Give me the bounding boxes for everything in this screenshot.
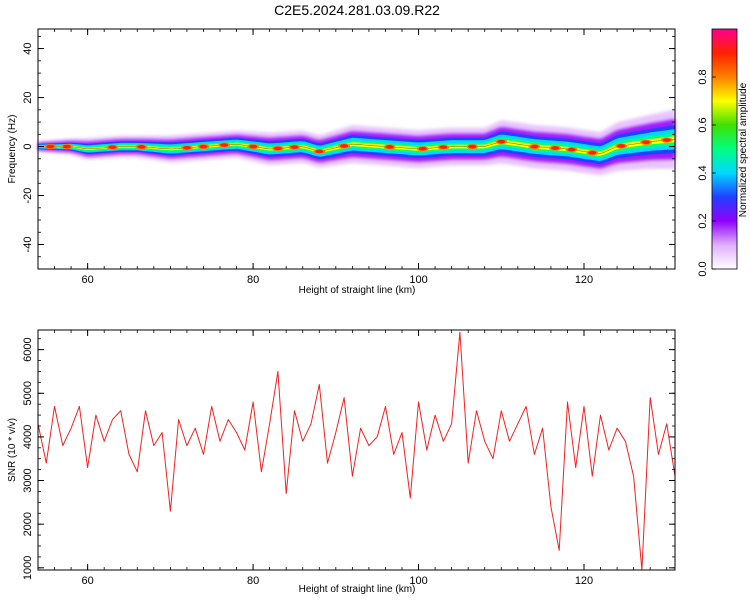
hotspot-red bbox=[567, 147, 576, 152]
colorbar-tick-label: 0.2 bbox=[697, 213, 709, 228]
y-tick-label: 40 bbox=[22, 42, 34, 54]
y-tick-label: 20 bbox=[22, 91, 34, 103]
y-tick-label: 4000 bbox=[22, 425, 34, 449]
colorbar-tick-label: 0.6 bbox=[697, 117, 709, 132]
hotspot-red bbox=[530, 144, 539, 149]
x-tick-label: 60 bbox=[82, 575, 94, 587]
hotspot-red bbox=[642, 140, 651, 145]
hotspot-red bbox=[418, 146, 427, 151]
hotspot-red bbox=[385, 145, 394, 149]
hotspot-red bbox=[315, 149, 324, 154]
colorbar-tick-label: 0.8 bbox=[697, 69, 709, 84]
y-tick-label: 1000 bbox=[22, 556, 34, 580]
snr-panel: 60 80 100 120 1000 2000 3000 4000 5000 6000 Heig… bbox=[7, 329, 676, 595]
y-tick-label: -40 bbox=[22, 237, 34, 253]
spectrogram-x-axis-label: Height of straight line (km) bbox=[299, 285, 416, 296]
spectrogram-panel: 60 80 100 120 -40 -20 0 20 40 Height of straigh… bbox=[7, 28, 676, 296]
hotspot-red bbox=[220, 143, 229, 147]
chart-title: C2E5.2024.281.03.09.R22 bbox=[274, 2, 440, 18]
hotspot-red bbox=[46, 144, 55, 149]
x-tick-label: 120 bbox=[575, 575, 593, 587]
x-tick-label: 60 bbox=[82, 274, 94, 286]
hotspot-red bbox=[62, 144, 71, 149]
hotspot-red bbox=[551, 146, 560, 150]
hotspot-red bbox=[137, 145, 146, 149]
spectrogram-y-ticks: -40 -20 0 20 40 bbox=[22, 35, 675, 270]
colorbar-tick-label: 0.4 bbox=[697, 165, 709, 180]
y-tick-label: 2000 bbox=[22, 512, 34, 536]
snr-y-ticks: 1000 2000 3000 4000 5000 6000 bbox=[22, 337, 675, 580]
spectrogram-x-ticks: 60 80 100 120 bbox=[37, 29, 668, 286]
hotspot-red bbox=[108, 145, 117, 149]
hotspot-red bbox=[290, 145, 299, 149]
hotspot-red bbox=[273, 146, 282, 151]
snr-y-axis-label: SNR (10 * v/v) bbox=[7, 418, 18, 482]
hotspot-red bbox=[249, 144, 258, 149]
ridge-band-yellow bbox=[38, 136, 675, 156]
colorbar-label: Normalized spectral amplitude bbox=[738, 82, 749, 217]
hotspot-red bbox=[497, 139, 506, 144]
spectrogram-y-axis-label: Frequency (Hz) bbox=[7, 115, 18, 184]
y-tick-label: 6000 bbox=[22, 337, 34, 361]
hotspot-red bbox=[182, 145, 191, 150]
y-tick-label: 5000 bbox=[22, 381, 34, 405]
hotspot-red bbox=[662, 138, 671, 142]
hotspot-red bbox=[199, 144, 208, 149]
x-tick-label: 120 bbox=[575, 274, 593, 286]
x-tick-label: 100 bbox=[409, 575, 427, 587]
hotspot-red bbox=[439, 145, 448, 149]
x-tick-label: 80 bbox=[247, 575, 259, 587]
spectrogram-frame bbox=[37, 28, 676, 270]
colorbar: 0.0 0.2 0.4 0.6 0.8 Normalized spectral ampl… bbox=[697, 28, 749, 277]
snr-line-group bbox=[37, 331, 676, 571]
colorbar-ticks: 0.0 0.2 0.4 0.6 0.8 bbox=[697, 69, 716, 277]
y-tick-label: 0 bbox=[22, 143, 34, 149]
hotspot-red bbox=[588, 150, 597, 155]
snr-x-ticks: 60 80 100 120 bbox=[37, 330, 668, 587]
colorbar-gradient bbox=[711, 28, 738, 270]
snr-x-axis-label: Height of straight line (km) bbox=[299, 584, 416, 595]
hotspot-red bbox=[468, 144, 477, 149]
snr-frame bbox=[37, 329, 676, 571]
spectrogram-ridge bbox=[38, 109, 676, 176]
colorbar-tick-label: 0.0 bbox=[697, 261, 709, 276]
y-tick-label: 3000 bbox=[22, 468, 34, 492]
snr-series-line bbox=[37, 331, 676, 571]
spectrogram-hotspots bbox=[44, 137, 673, 156]
hotspot-red bbox=[617, 144, 626, 148]
y-tick-label: -20 bbox=[22, 188, 34, 204]
hotspot-red bbox=[340, 144, 349, 148]
x-tick-label: 100 bbox=[409, 274, 427, 286]
x-tick-label: 80 bbox=[247, 274, 259, 286]
